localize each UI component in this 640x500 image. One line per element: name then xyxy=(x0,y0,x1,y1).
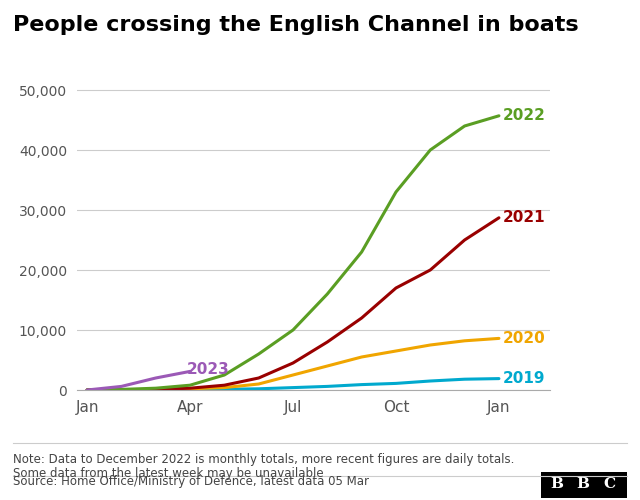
Text: Source: Home Office/Ministry of Defence, latest data 05 Mar: Source: Home Office/Ministry of Defence,… xyxy=(13,474,369,488)
Text: 2020: 2020 xyxy=(502,331,545,346)
Text: B: B xyxy=(577,478,589,492)
Text: Note: Data to December 2022 is monthly totals, more recent figures are daily tot: Note: Data to December 2022 is monthly t… xyxy=(13,452,514,480)
Text: 2022: 2022 xyxy=(502,108,545,124)
Text: C: C xyxy=(604,478,616,492)
Text: People crossing the English Channel in boats: People crossing the English Channel in b… xyxy=(13,15,579,35)
Text: B: B xyxy=(550,478,563,492)
Text: 2019: 2019 xyxy=(502,371,545,386)
Text: 2023: 2023 xyxy=(187,362,229,376)
Text: 2021: 2021 xyxy=(502,210,545,226)
